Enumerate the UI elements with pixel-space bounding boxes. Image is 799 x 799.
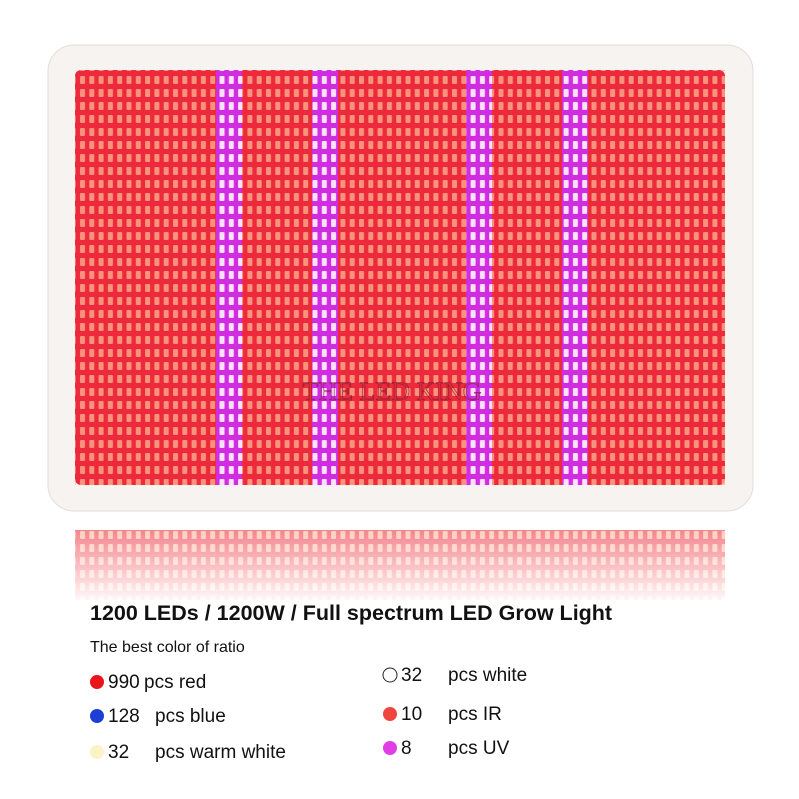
led-count: 32 [108, 742, 129, 763]
color-dot [90, 675, 104, 689]
color-dot [90, 745, 104, 759]
color-dot [90, 709, 104, 723]
watermark: THE LED KING [302, 377, 481, 406]
led-count: 990 [108, 672, 140, 693]
color-dot [383, 707, 397, 721]
led-count: 128 [108, 706, 140, 727]
color-dot [383, 741, 397, 755]
led-label: pcs warm white [155, 742, 286, 763]
led-count: 32 [401, 665, 422, 686]
led-label: pcs UV [448, 738, 510, 759]
uv-stripes [216, 70, 588, 485]
led-label: pcs red [144, 672, 206, 693]
color-dot [382, 667, 398, 683]
headline: 1200 LEDs / 1200W / Full spectrum LED Gr… [90, 601, 612, 625]
led-count: 8 [401, 738, 412, 759]
led-label: pcs IR [448, 704, 502, 725]
reflection [48, 520, 753, 605]
led-label: pcs white [448, 665, 527, 686]
led-panel: THE LED KING [47, 44, 754, 512]
led-count: 10 [401, 704, 422, 725]
subtitle: The best color of ratio [90, 639, 245, 656]
led-label: pcs blue [155, 706, 226, 727]
